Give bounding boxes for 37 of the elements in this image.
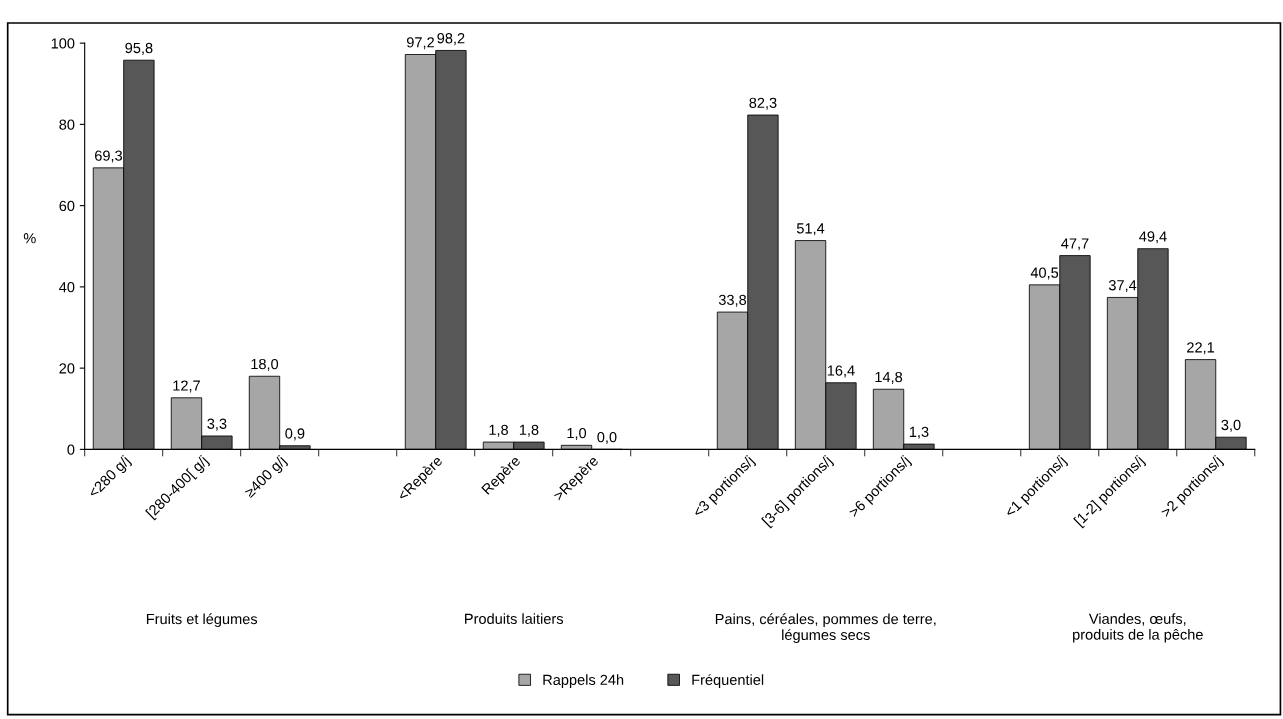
- data-label: 49,4: [1139, 231, 1167, 244]
- data-label: 16,4: [827, 365, 855, 378]
- data-label: 33,8: [718, 294, 747, 307]
- text: Viandes, œufs, produits de la pêche: [1073, 613, 1203, 643]
- data-label: 3,0: [1221, 419, 1241, 432]
- data-label: 69,3: [95, 150, 123, 163]
- data-label: 40,5: [1030, 267, 1059, 280]
- data-label: 18,0: [251, 358, 279, 371]
- y-tick-label: 60: [59, 200, 75, 212]
- data-label: 12,7: [173, 380, 200, 393]
- data-label: 0,0: [597, 432, 617, 445]
- data-label: 82,3: [749, 97, 777, 110]
- data-label: 97,2: [406, 37, 434, 50]
- y-tick-label: 40: [59, 281, 75, 293]
- data-label: 1,8: [519, 424, 539, 437]
- y-tick-label: 0: [67, 444, 75, 455]
- text: Fruits et légumes: [146, 613, 258, 628]
- data-label: 95,8: [125, 42, 153, 55]
- y-axis-title: %: [23, 233, 36, 244]
- y-tick-label: 20: [59, 363, 75, 374]
- data-label: 1,3: [909, 426, 929, 439]
- data-label: 51,4: [796, 223, 825, 236]
- legend-label: Fréquentiel: [692, 674, 764, 688]
- text: Produits laitiers: [465, 613, 564, 624]
- data-label: 1,8: [489, 424, 509, 437]
- legend-label: Rappels 24h: [543, 674, 624, 688]
- data-label: 47,7: [1061, 238, 1089, 251]
- data-label: 3,3: [207, 418, 227, 431]
- data-label: 0,9: [285, 428, 305, 441]
- y-tick-label: 100: [51, 38, 75, 49]
- data-label: 1,0: [567, 427, 587, 440]
- data-label: 14,8: [875, 371, 903, 384]
- data-label: 98,2: [437, 33, 465, 46]
- y-tick-label: 80: [59, 119, 75, 130]
- data-label: 37,4: [1108, 280, 1137, 293]
- data-label: 22,1: [1187, 342, 1215, 355]
- text: Pains, céréales, pommes de terre, légumes secs: [715, 613, 936, 643]
